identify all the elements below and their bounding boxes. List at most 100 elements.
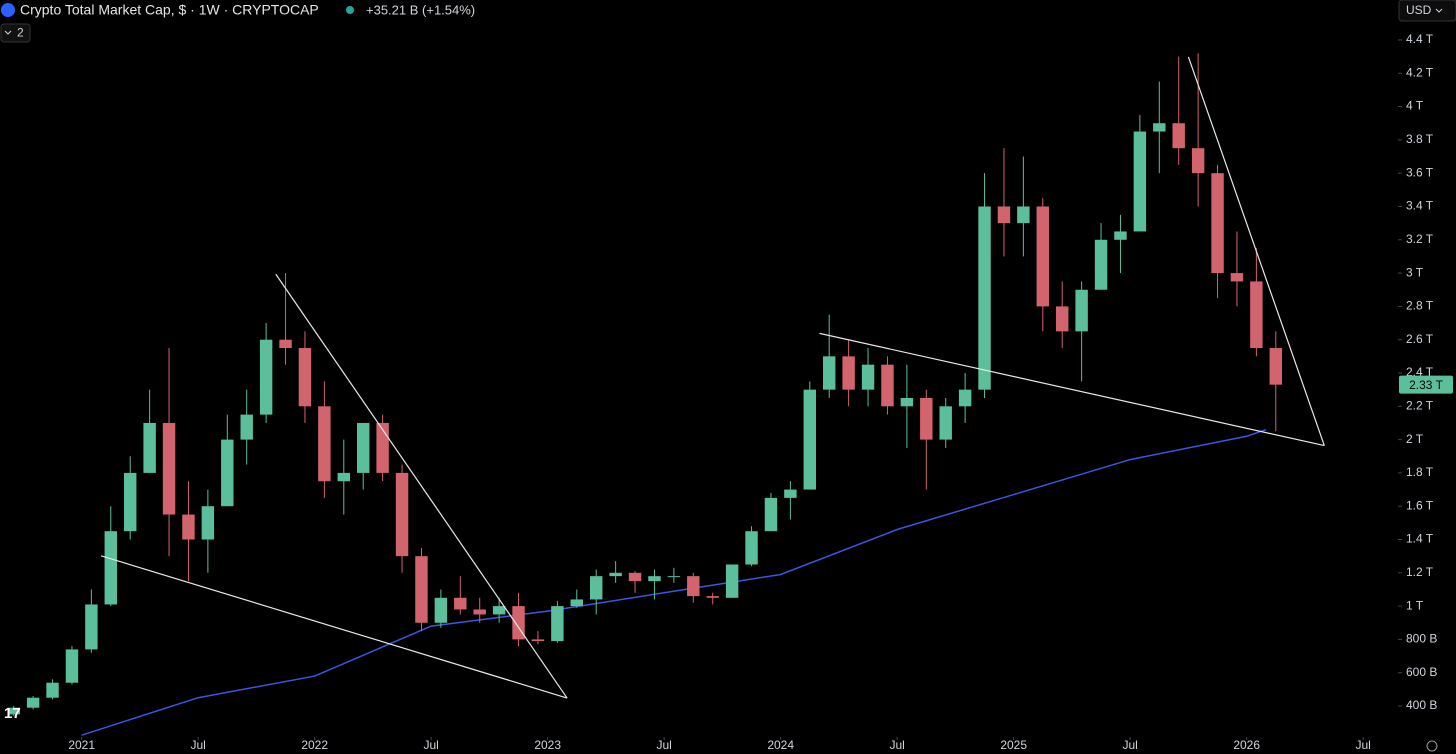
- candle-body: [997, 206, 1011, 224]
- candle-body: [1172, 123, 1185, 149]
- candle-body: [589, 576, 603, 600]
- y-tick-label: 1.2 T: [1406, 565, 1434, 579]
- y-tick-label: 3.2 T: [1406, 232, 1434, 246]
- candle-body: [395, 472, 409, 557]
- candle-body: [1094, 239, 1108, 290]
- candle-body: [7, 707, 20, 715]
- trendline: [275, 273, 568, 699]
- candle-body: [337, 472, 351, 482]
- x-tick-label: 2025: [1000, 738, 1027, 752]
- x-tick-label: Jul: [423, 738, 438, 752]
- y-tick-label: 1.8 T: [1406, 465, 1434, 479]
- candle-body: [1017, 206, 1030, 224]
- candle-body: [143, 422, 156, 473]
- candle-body: [279, 339, 292, 349]
- candle-body: [939, 406, 952, 440]
- candle-body: [628, 572, 642, 582]
- trendline: [819, 332, 1325, 447]
- candle-body: [182, 514, 195, 540]
- settings-icon[interactable]: [1426, 740, 1438, 752]
- candle-body: [648, 576, 661, 582]
- last-price-label: 2.33 T: [1409, 378, 1443, 392]
- y-tick-label: 2.8 T: [1406, 299, 1434, 313]
- candle-body: [958, 389, 972, 407]
- chevron: [1435, 8, 1443, 13]
- candle-body: [531, 639, 545, 642]
- candle-body: [1133, 131, 1147, 232]
- candle-body: [46, 682, 59, 698]
- candle-body: [822, 356, 836, 390]
- candle-body: [609, 572, 622, 577]
- candle-body: [65, 649, 79, 683]
- y-tick-label: 4 T: [1406, 99, 1424, 113]
- last-price-box: [1399, 375, 1453, 394]
- currency-button[interactable]: [1398, 0, 1456, 22]
- trendline: [100, 555, 568, 699]
- x-tick-label: 2026: [1233, 738, 1260, 752]
- y-tick-label: 3.6 T: [1406, 165, 1434, 179]
- x-tick-label: Jul: [656, 738, 671, 752]
- indicator-toggle[interactable]: [0, 23, 31, 43]
- moving-average: [81, 428, 1267, 736]
- candle-body: [123, 472, 137, 532]
- y-tick-label: 2.2 T: [1406, 398, 1434, 412]
- currency-label: USD: [1406, 3, 1432, 17]
- y-tick-label: 400 B: [1406, 698, 1437, 712]
- candle-body: [1036, 206, 1050, 307]
- candle-body: [725, 564, 739, 598]
- candle-body: [842, 356, 855, 390]
- y-tick-label: 1.4 T: [1406, 532, 1434, 546]
- candle-body: [784, 489, 797, 498]
- x-tick-label: Jul: [190, 738, 205, 752]
- candle-body: [1153, 123, 1166, 132]
- x-tick-label: Jul: [1122, 738, 1137, 752]
- candle-body: [861, 364, 875, 390]
- candle-body: [1230, 273, 1244, 282]
- candle-body: [298, 348, 312, 407]
- y-tick-label: 4.4 T: [1406, 32, 1434, 46]
- x-tick-label: 2024: [767, 738, 794, 752]
- candle-body: [318, 406, 331, 482]
- candle-body: [978, 206, 991, 390]
- plot-area: [7, 53, 1325, 736]
- candle-body: [920, 397, 933, 440]
- candle-body: [803, 389, 817, 490]
- candle-body: [356, 422, 370, 473]
- candle-body: [570, 599, 584, 607]
- candle-body: [1075, 289, 1088, 332]
- y-tick-label: 3.4 T: [1406, 199, 1434, 213]
- indicator-count: 2: [17, 26, 24, 40]
- trendline: [1187, 56, 1325, 446]
- candle-body: [1250, 281, 1263, 349]
- tv-logo: 17: [4, 705, 21, 722]
- candle-body: [201, 506, 215, 540]
- y-tick-label: 800 B: [1406, 632, 1437, 646]
- y-tick-label: 600 B: [1406, 665, 1437, 679]
- y-tick-label: 1 T: [1406, 598, 1424, 612]
- candle-body: [492, 606, 506, 615]
- candle-body: [900, 397, 914, 407]
- y-tick-label: 1.6 T: [1406, 498, 1434, 512]
- chevron: [4, 30, 12, 35]
- y-tick-label: 3.8 T: [1406, 132, 1434, 146]
- candle-body: [85, 604, 98, 650]
- candle-body: [1114, 231, 1127, 240]
- candle-body: [706, 596, 719, 598]
- x-tick-label: Jul: [1355, 738, 1370, 752]
- candle-body: [1191, 148, 1205, 174]
- x-tick-label: 2022: [301, 738, 328, 752]
- price-change: +35.21 B (+1.54%): [366, 2, 475, 17]
- chart-title: Crypto Total Market Cap, $ · 1W · CRYPTO…: [20, 2, 319, 18]
- candle-body: [162, 422, 176, 515]
- candle-body: [259, 339, 273, 415]
- x-tick-label: Jul: [889, 738, 904, 752]
- candle-body: [454, 597, 467, 610]
- candle-body: [667, 576, 681, 578]
- candle-body: [221, 439, 234, 507]
- candle-body: [881, 364, 894, 407]
- candle-body: [376, 422, 389, 473]
- candle-body: [551, 606, 564, 642]
- candle-body: [415, 556, 428, 623]
